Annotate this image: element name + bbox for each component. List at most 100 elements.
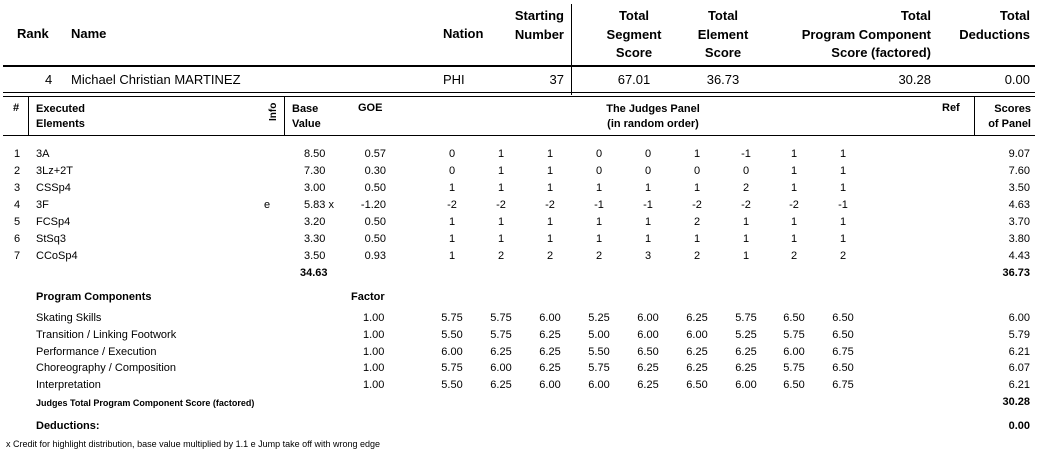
total-segment-header-line3: Score	[615, 45, 653, 60]
judge-mark: 1	[546, 182, 554, 194]
component-name: Skating Skills	[36, 312, 102, 324]
base-header-line1: Base	[292, 103, 319, 115]
executed-header-line1: Executed	[36, 103, 85, 115]
elements-top-rule	[3, 96, 1035, 97]
component-judge-mark: 5.50	[588, 345, 610, 358]
component-judge-mark: 6.25	[686, 345, 708, 358]
element-goe: 0.50	[364, 216, 386, 228]
summary-divider	[571, 4, 572, 95]
judge-mark: 1	[790, 216, 798, 228]
total-segment-header-line2: Segment	[606, 26, 662, 42]
rank-header: Rank	[17, 26, 49, 41]
judge-mark: 0	[448, 148, 456, 160]
total-deductions-value: 0.00	[1004, 72, 1030, 87]
element-number: 2	[14, 165, 21, 177]
total-program-header: Total Program Component Score (factored)	[802, 7, 931, 63]
judge-mark: 2	[839, 250, 847, 262]
elements-base-total: 34.63	[300, 267, 328, 279]
component-judge-mark: 5.75	[783, 362, 805, 375]
component-judge-mark: 6.00	[637, 328, 659, 341]
component-judge-mark: 6.25	[637, 379, 659, 392]
skater-name: Michael Christian MARTINEZ	[71, 72, 241, 87]
element-goe: -1.20	[360, 199, 386, 211]
component-judge-mark: 6.00	[783, 345, 805, 358]
judge-mark: 1	[497, 182, 505, 194]
component-judge-mark: 6.25	[735, 345, 757, 358]
judge-mark: 1	[546, 216, 554, 228]
summary-bottom-rule	[3, 92, 1035, 93]
judge-mark: -1	[643, 199, 653, 211]
judge-mark: 1	[839, 165, 847, 177]
element-goe: 0.50	[364, 233, 386, 245]
element-base-value: 3.30	[304, 233, 326, 245]
judge-mark: 1	[497, 165, 505, 177]
component-judge-mark: 6.25	[539, 362, 561, 375]
component-judge-mark: 5.75	[735, 312, 757, 324]
judge-mark: 1	[497, 216, 505, 228]
element-score: 9.07	[1008, 148, 1030, 160]
element-score: 3.80	[1008, 233, 1030, 245]
judge-mark: 0	[742, 165, 750, 177]
component-judge-mark: 6.00	[735, 379, 757, 392]
element-score: 4.43	[1008, 250, 1030, 262]
judge-mark: 1	[693, 182, 701, 194]
component-judge-mark: 6.25	[686, 312, 708, 324]
num-header: #	[13, 102, 20, 114]
judge-mark: 1	[595, 233, 603, 245]
total-program-header-line1: Total	[900, 8, 931, 23]
judge-mark: -1	[838, 199, 848, 211]
element-number: 3	[14, 182, 21, 194]
judge-mark: 1	[448, 250, 456, 262]
ref-header: Ref	[942, 102, 960, 114]
component-judge-mark: 6.25	[637, 362, 659, 375]
elements-score-total: 36.73	[1002, 267, 1030, 279]
judge-mark: 1	[693, 148, 701, 160]
judge-mark: 1	[448, 216, 456, 228]
summary-top-rule	[3, 65, 1035, 67]
total-deductions-header: Total Deductions	[959, 7, 1030, 44]
element-goe: 0.50	[364, 182, 386, 194]
deductions-score: 0.00	[1008, 420, 1030, 432]
starting-number-header-line2: Number	[514, 26, 564, 42]
name-header: Name	[71, 26, 107, 41]
element-goe: 0.30	[364, 165, 386, 177]
component-name: Choreography / Composition	[36, 362, 177, 375]
component-judge-mark: 6.50	[686, 379, 708, 392]
judge-mark: 1	[644, 233, 652, 245]
component-judge-mark: 6.00	[441, 345, 463, 358]
total-element-header: Total Element Score	[684, 7, 762, 63]
component-judge-mark: 6.25	[490, 379, 512, 392]
component-judge-mark: 5.50	[441, 379, 463, 392]
component-judge-mark: 6.00	[637, 312, 659, 324]
element-number: 4	[14, 199, 21, 211]
judge-mark: 2	[497, 250, 505, 262]
judges-total-label: Judges Total Program Component Score (fa…	[36, 398, 255, 408]
judges-total-score: 30.28	[1002, 396, 1030, 408]
footnote: x Credit for highlight distribution, bas…	[6, 439, 381, 449]
element-number: 7	[14, 250, 21, 262]
total-program-header-line3: Score (factored)	[831, 45, 931, 60]
judge-mark: 2	[790, 250, 798, 262]
component-name: Performance / Execution	[36, 345, 157, 358]
total-segment-header-line1: Total	[618, 8, 650, 23]
component-judge-mark: 6.25	[686, 362, 708, 375]
element-name: StSq3	[36, 233, 66, 245]
component-judge-mark: 6.00	[490, 362, 512, 375]
judges-panel-header-line1: The Judges Panel	[606, 103, 700, 115]
element-name: FCSp4	[36, 216, 71, 228]
element-score: 4.63	[1008, 199, 1030, 211]
judge-mark: 0	[644, 148, 652, 160]
judge-mark: 1	[448, 233, 456, 245]
judge-mark: 1	[595, 216, 603, 228]
scores-header-line2: of Panel	[988, 118, 1031, 130]
judge-mark: 2	[693, 250, 701, 262]
component-judge-mark: 6.75	[832, 345, 854, 358]
judge-mark: 2	[693, 216, 701, 228]
component-judge-mark: 6.25	[539, 345, 561, 358]
base-value-header: Base Value	[292, 102, 321, 132]
nation-value: PHI	[443, 72, 465, 87]
judge-mark: 1	[644, 216, 652, 228]
judge-mark: 0	[595, 148, 603, 160]
judge-mark: 1	[742, 250, 750, 262]
judge-mark: 1	[497, 148, 505, 160]
